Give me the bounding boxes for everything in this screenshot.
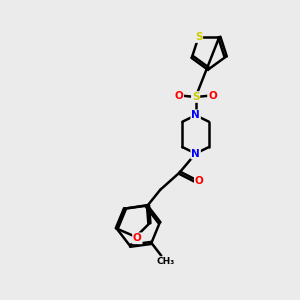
Text: O: O [175, 91, 183, 100]
Text: CH₃: CH₃ [157, 257, 175, 266]
Text: S: S [195, 32, 202, 42]
Text: S: S [192, 92, 200, 102]
Text: N: N [191, 110, 200, 120]
Text: O: O [208, 91, 217, 100]
Text: N: N [191, 148, 200, 158]
Text: O: O [133, 233, 142, 243]
Text: O: O [195, 176, 203, 186]
